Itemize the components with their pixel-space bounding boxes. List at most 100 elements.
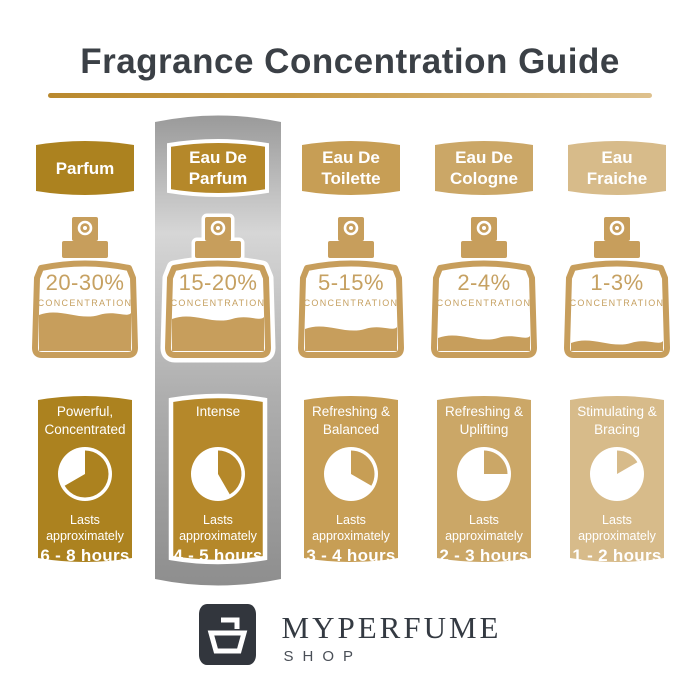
character-text: Stimulating & Bracing — [569, 403, 665, 439]
lasts-text: Lasts approximately — [35, 512, 135, 544]
liquid-fill — [305, 326, 397, 351]
character-line1: Intense — [195, 404, 241, 419]
perfume-bottle-icon — [564, 217, 670, 358]
character-line1: Powerful, — [56, 404, 114, 419]
clock-icon — [457, 447, 511, 501]
lasts-text: Lasts approximately — [301, 512, 401, 544]
duration-card: Intense Lasts approximately 4 - 5 hours — [166, 390, 270, 568]
character-line2: Bracing — [594, 422, 640, 437]
spray-cap-base — [328, 241, 374, 258]
category-name: Eau Fraiche — [563, 135, 671, 201]
lasts-line1: Lasts — [602, 513, 632, 527]
brand-footer: MYPERFUME SHOP — [0, 604, 700, 665]
duration-value: 4 - 5 hours — [173, 546, 263, 565]
bottle-body — [564, 260, 670, 358]
category-name-line1: Eau De — [322, 148, 380, 167]
duration-value: 3 - 4 hours — [306, 546, 396, 565]
concentration-value: 20-30% — [45, 270, 125, 295]
clock-icon — [590, 447, 644, 501]
duration-value: 6 - 8 hours — [40, 546, 130, 565]
liquid-fill — [571, 340, 663, 351]
lasts-line1: Lasts — [203, 513, 233, 527]
category-name-line2: Fraiche — [586, 169, 648, 188]
banner-shape — [302, 141, 400, 195]
lasts-line1: Lasts — [469, 513, 499, 527]
character-text: Intense — [170, 403, 266, 421]
category-banner: Eau Fraiche — [563, 135, 671, 201]
concentration-label: CONCENTRATION — [569, 298, 665, 308]
perfume-bottle: 5-15% CONCENTRATION — [293, 214, 409, 364]
spray-cap-base — [461, 241, 507, 258]
brand-logo — [198, 604, 256, 665]
category-banner: Eau De Parfum — [164, 135, 272, 201]
category-name-line1: Eau De — [455, 148, 513, 167]
category-name-line1: Parfum — [55, 158, 115, 178]
lasts-line2: approximately — [312, 529, 390, 543]
liquid-fill — [172, 316, 264, 351]
spray-cap-base — [195, 241, 241, 258]
lasts-text: Lasts approximately — [168, 512, 268, 544]
brand-text-block: MYPERFUME SHOP — [281, 604, 502, 666]
perfume-bottle-icon — [160, 213, 276, 363]
concentration-value: 2-4% — [457, 270, 511, 295]
fragrance-column: Eau De Cologne — [417, 0, 551, 700]
category-name: Eau De Parfum — [164, 135, 272, 201]
concentration-label: CONCENTRATION — [37, 298, 133, 308]
lasts-line1: Lasts — [70, 513, 100, 527]
category-name-line2: Cologne — [450, 169, 518, 188]
character-text: Powerful, Concentrated — [37, 403, 133, 439]
character-line2: Concentrated — [44, 422, 126, 437]
clock-sector — [218, 450, 242, 495]
duration-value: 1 - 2 hours — [572, 546, 662, 565]
perfume-bottle: 20-30% CONCENTRATION — [27, 214, 143, 364]
duration-card: Refreshing & Balanced Lasts approximatel… — [299, 390, 403, 568]
fragrance-column: Eau Fraiche — [550, 0, 684, 700]
fragrance-column: Parfum — [18, 0, 152, 700]
lasts-line2: approximately — [179, 529, 257, 543]
category-name: Eau De Toilette — [297, 135, 405, 201]
concentration-value: 1-3% — [590, 270, 644, 295]
category-name-line1: Eau De — [189, 148, 247, 167]
spray-cap-base — [62, 241, 108, 258]
duration-value: 2 - 3 hours — [439, 546, 529, 565]
lasts-text: Lasts approximately — [434, 512, 534, 544]
bottle-body — [431, 260, 537, 358]
banner-shape — [167, 139, 269, 197]
banner-shape — [568, 141, 666, 195]
character-text: Refreshing & Balanced — [303, 403, 399, 439]
clock-icon — [58, 447, 112, 501]
character-line2: Uplifting — [459, 422, 509, 437]
concentration-value: 15-20% — [178, 270, 258, 295]
concentration-label: CONCENTRATION — [170, 298, 266, 308]
category-name: Parfum — [31, 135, 139, 201]
lasts-text: Lasts approximately — [567, 512, 667, 544]
duration-card: Powerful, Concentrated Lasts approximate… — [33, 390, 137, 568]
perfume-bottle-icon — [298, 217, 404, 358]
perfume-bottle: 15-20% CONCENTRATION — [160, 213, 276, 364]
character-text: Refreshing & Uplifting — [436, 403, 532, 439]
clock-sector — [351, 450, 375, 486]
perfume-bottle-icon — [32, 217, 138, 358]
lasts-line2: approximately — [578, 529, 656, 543]
clock-sector — [484, 450, 508, 474]
clock-icon — [324, 447, 378, 501]
category-name-line1: Eau — [601, 148, 633, 167]
perfume-bottle: 1-3% CONCENTRATION — [559, 214, 675, 364]
brand-subtitle: SHOP — [283, 648, 363, 665]
perfume-bottle-icon — [431, 217, 537, 358]
brand-name: MYPERFUME — [281, 610, 502, 645]
perfume-bowl-icon — [207, 617, 247, 654]
character-line1: Refreshing & — [444, 404, 524, 419]
concentration-value: 5-15% — [317, 270, 385, 295]
clock-icon — [191, 447, 245, 501]
perfume-bottle: 2-4% CONCENTRATION — [426, 214, 542, 364]
banner-shape — [36, 141, 134, 195]
banner-shape — [435, 141, 533, 195]
title-underline — [48, 93, 652, 98]
category-name-line2: Toilette — [321, 169, 381, 188]
spray-cap-base — [594, 241, 640, 258]
fragrance-column: Eau De Parfum — [151, 0, 285, 700]
page-title: Fragrance Concentration Guide — [80, 42, 620, 81]
lasts-line2: approximately — [46, 529, 124, 543]
category-name: Eau De Cologne — [430, 135, 538, 201]
